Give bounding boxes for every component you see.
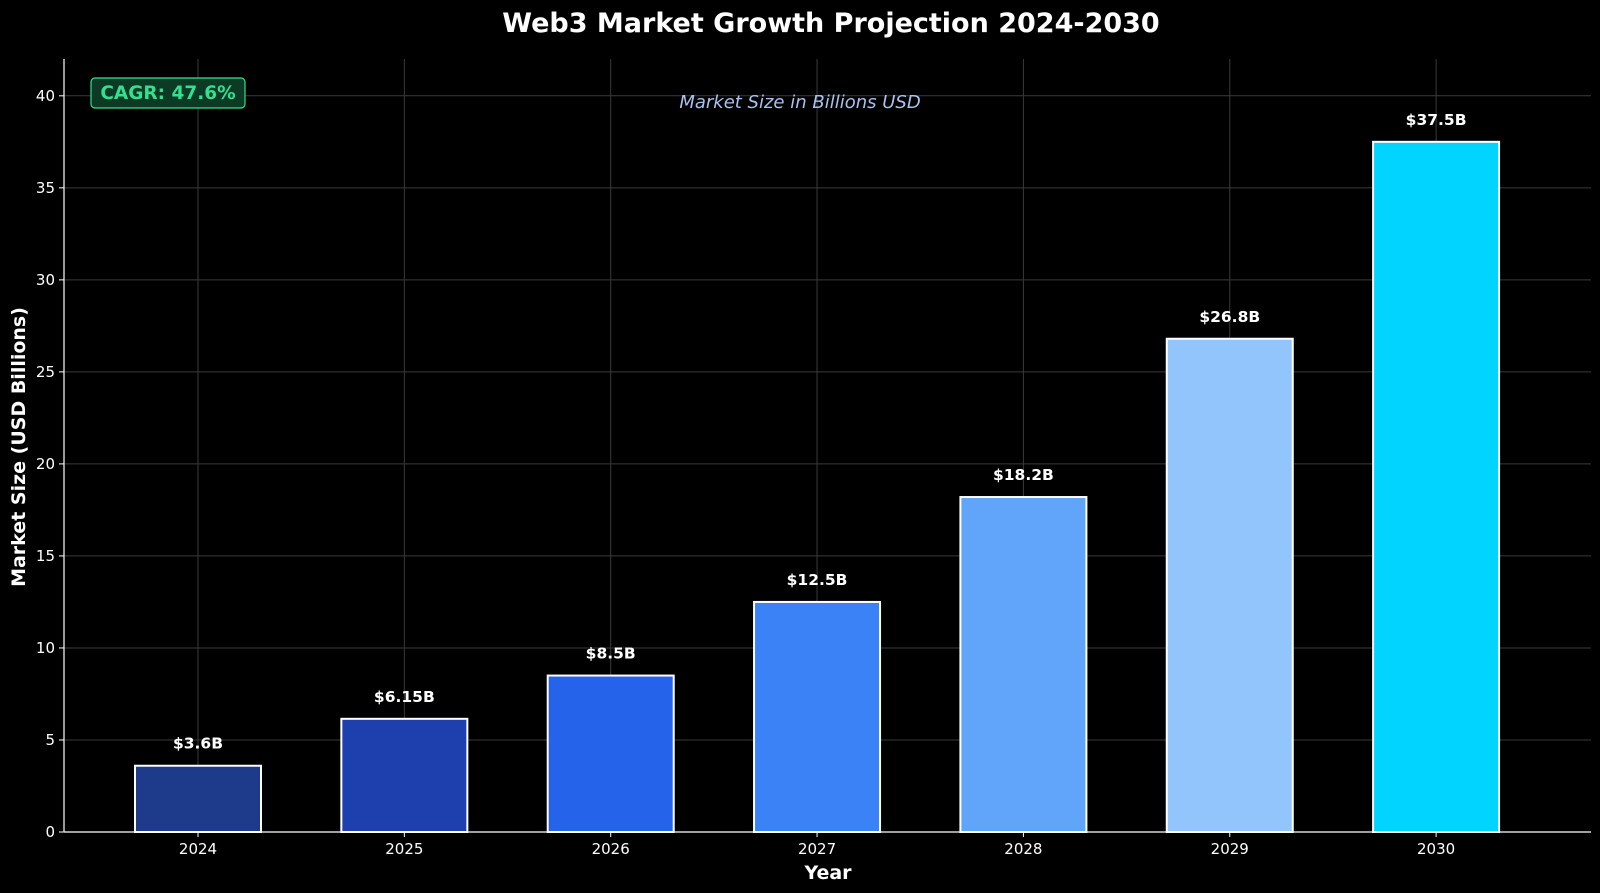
value-label-2026: $8.5B: [586, 645, 636, 663]
y-axis-label: Market Size (USD Billions): [8, 307, 30, 587]
value-label-2030: $37.5B: [1406, 111, 1467, 129]
cagr-label: CAGR: 47.6%: [100, 83, 235, 104]
bar-2024: [134, 764, 262, 833]
y-tick-label: 25: [36, 363, 55, 381]
value-label-2025: $6.15B: [374, 688, 435, 706]
x-tick-label-2027: 2027: [798, 840, 836, 858]
y-tick-label: 35: [36, 179, 55, 197]
cagr-box: [90, 77, 246, 109]
y-tick-label: 10: [36, 639, 55, 657]
y-tick-label: 40: [36, 87, 55, 105]
bar-2025: [340, 717, 469, 834]
x-tick-label-2030: 2030: [1417, 840, 1455, 858]
x-tick-label-2028: 2028: [1004, 840, 1042, 858]
value-label-2028: $18.2B: [993, 466, 1054, 484]
chart-subtitle: Market Size in Billions USD: [679, 92, 920, 113]
bar-2028: [959, 496, 1088, 833]
y-tick-label: 30: [36, 271, 55, 289]
cagr-annotation: CAGR: 47.6%: [90, 77, 246, 109]
bar-2030: [1372, 140, 1501, 834]
labels-layer: 05101520253035402024$3.6B2025$6.15B2026$…: [36, 87, 1467, 858]
axes-layer: [59, 59, 1591, 837]
y-tick-label: 0: [45, 823, 55, 841]
value-label-2024: $3.6B: [173, 735, 223, 753]
x-tick-label-2025: 2025: [385, 840, 423, 858]
y-tick-label: 5: [45, 731, 55, 749]
y-tick-label: 15: [36, 547, 55, 565]
x-tick-label-2026: 2026: [592, 840, 630, 858]
y-tick-label: 20: [36, 455, 55, 473]
bars-layer: [134, 140, 1501, 834]
bar-2029: [1165, 337, 1294, 833]
x-tick-label-2029: 2029: [1211, 840, 1249, 858]
bar-2026: [546, 674, 675, 833]
value-label-2029: $26.8B: [1199, 308, 1260, 326]
chart-title: Web3 Market Growth Projection 2024-2030: [502, 8, 1159, 39]
value-label-2027: $12.5B: [787, 571, 848, 589]
x-tick-label-2024: 2024: [179, 840, 217, 858]
x-axis-label: Year: [803, 862, 852, 884]
bar-2027: [753, 600, 882, 834]
